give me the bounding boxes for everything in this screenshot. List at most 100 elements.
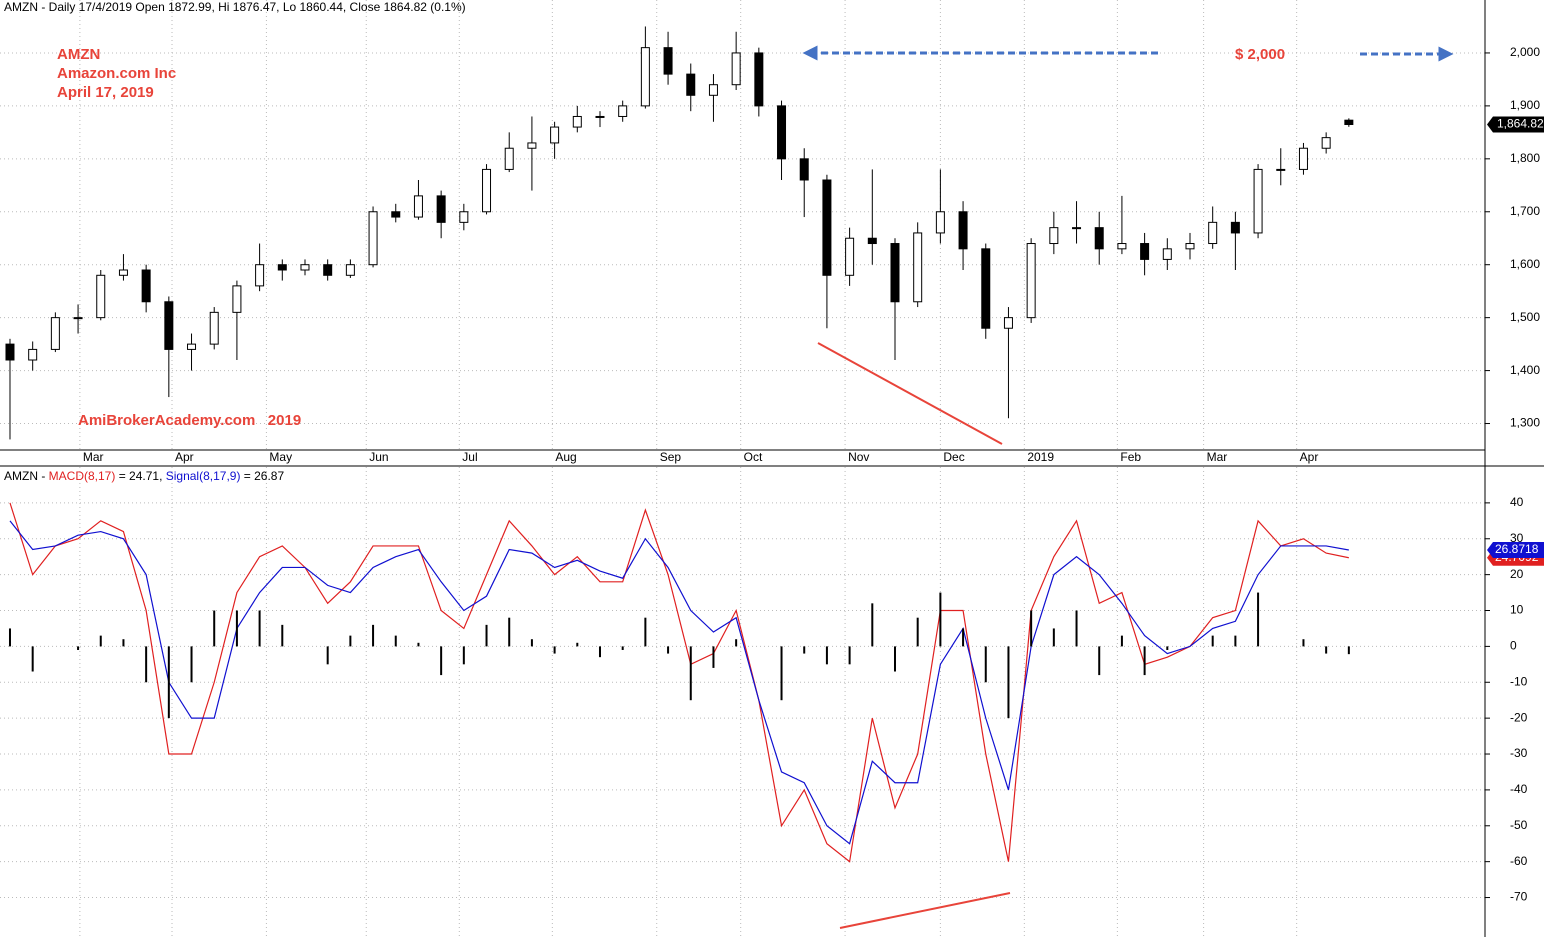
y-tick-label: 0 xyxy=(1510,639,1517,653)
candle-body xyxy=(1094,227,1104,250)
histogram-bar xyxy=(485,624,488,647)
histogram-bar xyxy=(712,646,715,668)
x-tick-label: Apr xyxy=(1300,450,1319,464)
histogram-bar xyxy=(984,646,987,683)
histogram-bar xyxy=(1166,646,1169,650)
candle-body xyxy=(890,243,900,303)
y-tick-label: 1,400 xyxy=(1510,363,1540,377)
y-tick-label: 10 xyxy=(1510,603,1524,617)
candle-body xyxy=(504,147,514,170)
y-tick-label: 1,600 xyxy=(1510,257,1540,271)
histogram-bar xyxy=(644,617,647,647)
y-tick-label: -70 xyxy=(1510,890,1528,904)
candle-body xyxy=(572,115,582,128)
histogram-bar xyxy=(167,646,170,719)
candle-body xyxy=(277,264,287,271)
y-tick-label: 20 xyxy=(1510,567,1524,581)
x-tick-label: 2019 xyxy=(1027,450,1054,464)
y-tick-label: 40 xyxy=(1510,495,1524,509)
histogram-bar xyxy=(553,646,556,654)
header: AMZN - Daily 17/4/2019 Open 1872.99, Hi … xyxy=(4,0,466,14)
macd-panel: -70-60-50-40-30-20-1001020304024.709226.… xyxy=(0,467,1544,937)
histogram-bar xyxy=(417,642,420,647)
candle-body xyxy=(345,264,355,276)
x-tick-label: Sep xyxy=(660,450,682,464)
x-tick-label: Dec xyxy=(943,450,964,464)
x-tick-label: Mar xyxy=(1207,450,1228,464)
candle-body xyxy=(867,237,877,245)
candle-body xyxy=(164,301,174,350)
candle-body xyxy=(323,264,333,276)
x-tick-label: Feb xyxy=(1120,450,1141,464)
histogram-bar xyxy=(1052,628,1055,647)
histogram-bar xyxy=(689,646,692,701)
x-tick-label: Oct xyxy=(744,450,763,464)
histogram-bar xyxy=(462,646,465,665)
candle-body xyxy=(1049,227,1059,245)
x-tick-label: Mar xyxy=(83,450,104,464)
candle-body xyxy=(1230,221,1240,234)
histogram-bar xyxy=(1257,592,1260,647)
candle-body xyxy=(822,179,832,276)
candle-body xyxy=(981,248,991,329)
histogram-bar xyxy=(1325,646,1328,654)
candle-body xyxy=(1072,227,1082,230)
y-tick-label: -50 xyxy=(1510,818,1528,832)
histogram-bar xyxy=(281,624,284,647)
y-tick-label: 2,000 xyxy=(1510,45,1540,59)
candle-body xyxy=(1276,168,1286,171)
histogram-bar xyxy=(122,639,125,647)
x-tick-label: Apr xyxy=(175,450,194,464)
x-tick-label: Jul xyxy=(462,450,477,464)
histogram-bar xyxy=(1098,646,1101,676)
histogram-bar xyxy=(213,610,216,647)
y-tick-label: 1,900 xyxy=(1510,98,1540,112)
header-part: Signal(8,17,9) xyxy=(166,469,241,483)
histogram-bar xyxy=(349,635,352,647)
histogram-bar xyxy=(825,646,828,665)
histogram-bar xyxy=(99,635,102,647)
candle-body xyxy=(663,47,673,75)
candle-body xyxy=(232,285,242,313)
header-part: = 26.87 xyxy=(240,469,284,483)
last-value-tag xyxy=(1487,541,1544,558)
candle-body xyxy=(413,195,423,218)
candle-body xyxy=(640,47,650,107)
histogram-bar xyxy=(735,639,738,647)
macd-header: AMZN - MACD(8,17) = 24.71, Signal(8,17,9… xyxy=(4,469,284,483)
histogram-bar xyxy=(780,646,783,701)
candle-body xyxy=(368,211,378,266)
candle-body xyxy=(28,348,38,361)
x-tick-label: Nov xyxy=(848,450,869,464)
histogram-bar xyxy=(1302,639,1305,647)
candle-body xyxy=(1003,317,1013,329)
histogram-bar xyxy=(1120,635,1123,647)
y-tick-label: -10 xyxy=(1510,674,1528,688)
candle-body xyxy=(1253,168,1263,234)
histogram-bar xyxy=(8,628,11,647)
histogram-bar xyxy=(848,646,851,665)
candle-body xyxy=(73,317,83,320)
y-tick-label: -40 xyxy=(1510,782,1528,796)
x-tick-label: Aug xyxy=(555,450,576,464)
candle-body xyxy=(1185,243,1195,250)
histogram-bar xyxy=(31,646,34,672)
histogram-bar xyxy=(598,646,601,658)
histogram-bar xyxy=(326,646,329,665)
annotation: AMZN xyxy=(57,46,100,63)
y-tick-label: -60 xyxy=(1510,854,1528,868)
y-tick-label: 1,700 xyxy=(1510,204,1540,218)
histogram-bar xyxy=(1007,646,1010,719)
histogram-bar xyxy=(440,646,443,676)
histogram-bar xyxy=(576,642,579,647)
candle-body xyxy=(595,115,605,118)
candle-body xyxy=(1344,119,1354,126)
histogram-bar xyxy=(1211,635,1214,647)
last-value-label: 1,864.82 xyxy=(1497,117,1544,131)
candle-body xyxy=(118,269,128,276)
histogram-bar xyxy=(1143,646,1146,676)
annotation: $ 2,000 xyxy=(1235,46,1285,63)
candle-body xyxy=(1321,137,1331,149)
histogram-bar xyxy=(1030,610,1033,647)
